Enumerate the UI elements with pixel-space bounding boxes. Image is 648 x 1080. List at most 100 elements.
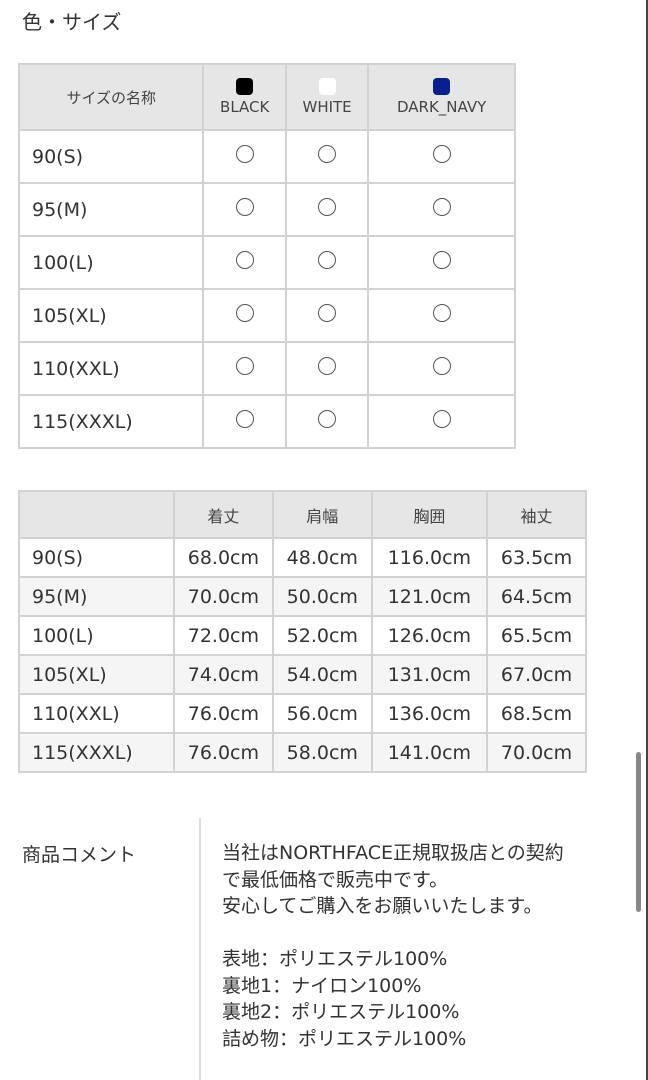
size-cell: 105(XL) [18, 654, 175, 695]
size-cell: 100(L) [17, 235, 205, 290]
measurement-cell: 67.0cm [486, 654, 587, 695]
color-header: DARK_NAVY [367, 63, 516, 131]
size-cell: 95(M) [17, 182, 205, 237]
size-cell: 110(XXL) [17, 341, 205, 396]
table-row: 110(XXL) [17, 341, 516, 396]
availability-cell [367, 182, 516, 237]
column-header: 袖丈 [486, 490, 587, 539]
available-circle-icon [318, 198, 337, 216]
measurement-cell: 131.0cm [370, 654, 489, 695]
availability-cell [284, 394, 370, 449]
measurement-cell: 74.0cm [172, 654, 274, 695]
available-circle-icon [235, 410, 254, 428]
measurement-cell: 70.0cm [486, 732, 587, 773]
availability-cell [202, 235, 287, 290]
comment-line: 裏地1：ナイロン100% [222, 974, 422, 997]
section-title: 色・サイズ [22, 10, 122, 34]
availability-cell [284, 288, 370, 343]
availability-cell [284, 235, 370, 290]
comment-line: 安心してご購入をお願いいたします。 [222, 895, 543, 917]
availability-cell [367, 235, 516, 290]
available-circle-icon [235, 251, 254, 269]
availability-cell [367, 129, 516, 184]
comment-line: 詰め物：ポリエステル100% [222, 1027, 467, 1050]
available-circle-icon [432, 410, 451, 428]
available-circle-icon [432, 198, 451, 216]
measurement-cell: 76.0cm [172, 732, 274, 773]
table-row: 115(XXXL) [17, 394, 516, 449]
column-header: 着丈 [172, 490, 274, 539]
measurement-cell: 54.0cm [271, 654, 373, 695]
comment-text: 当社はNORTHFACE正規取扱店との契約 で最低価格で販売中です。 安心してご購入… [222, 840, 564, 1052]
color-name: WHITE [302, 98, 352, 116]
table-row: 95(M) 70.0cm 50.0cm 121.0cm 64.5cm [18, 576, 587, 617]
table-row: 105(XL) [17, 288, 516, 343]
available-circle-icon [432, 145, 451, 163]
table-row: 110(XXL) 76.0cm 56.0cm 136.0cm 68.5cm [18, 693, 587, 734]
available-circle-icon [318, 410, 337, 428]
color-name: DARK_NAVY [396, 98, 487, 116]
comment-line: 裏地2：ポリエステル100% [222, 1001, 460, 1023]
window-edge [646, 0, 648, 1080]
availability-cell [202, 182, 287, 237]
measurement-cell: 141.0cm [370, 732, 489, 773]
size-cell: 115(XXXL) [18, 732, 175, 773]
size-cell: 100(L) [18, 615, 175, 656]
measurement-cell: 58.0cm [271, 732, 373, 773]
measurement-cell: 64.5cm [486, 576, 587, 617]
availability-cell [202, 288, 287, 343]
size-cell: 90(S) [17, 129, 205, 184]
table-row: 100(L) 72.0cm 52.0cm 126.0cm 65.5cm [18, 615, 587, 656]
available-circle-icon [318, 145, 337, 163]
available-circle-icon [318, 251, 337, 269]
availability-cell [284, 129, 370, 184]
comment-line: で最低価格で販売中です。 [222, 868, 449, 891]
color-name: BLACK [220, 98, 270, 116]
available-circle-icon [235, 304, 254, 322]
availability-cell [367, 288, 516, 343]
availability-cell [202, 341, 287, 396]
measurement-cell: 68.0cm [172, 537, 274, 578]
table-row: 105(XL) 74.0cm 54.0cm 131.0cm 67.0cm [18, 654, 587, 695]
comment-line: 表地：ポリエステル100% [222, 948, 448, 970]
measurement-cell: 63.5cm [486, 537, 587, 578]
table-row: 90(S) 68.0cm 48.0cm 116.0cm 63.5cm [18, 537, 587, 578]
size-chart-table: 着丈 肩幅 胸囲 袖丈 90(S) 68.0cm 48.0cm 116.0cm 63.5cm 9… [18, 490, 587, 773]
comment-label: 商品コメント [22, 844, 137, 866]
color-header: BLACK [202, 63, 287, 131]
size-name-header: サイズの名称 [17, 63, 205, 131]
available-circle-icon [235, 198, 254, 216]
availability-cell [284, 341, 370, 396]
table-row: 100(L) [17, 235, 516, 290]
table-row: 115(XXXL) 76.0cm 58.0cm 141.0cm 70.0cm [18, 732, 587, 773]
size-cell: 90(S) [18, 537, 175, 578]
measurement-cell: 72.0cm [172, 615, 274, 656]
scrollbar[interactable] [636, 752, 641, 912]
column-header: 胸囲 [370, 490, 489, 539]
availability-cell [367, 394, 516, 449]
available-circle-icon [318, 304, 337, 322]
size-cell: 105(XL) [17, 288, 205, 343]
measurement-cell: 116.0cm [370, 537, 489, 578]
divider [199, 818, 201, 1080]
measurement-cell: 48.0cm [271, 537, 373, 578]
availability-cell [202, 394, 287, 449]
measurement-cell: 52.0cm [271, 615, 373, 656]
availability-cell [367, 341, 516, 396]
measurement-cell: 136.0cm [370, 693, 489, 734]
measurement-cell: 68.5cm [486, 693, 587, 734]
color-swatch [433, 78, 451, 95]
comment-line [222, 920, 564, 947]
measurement-cell: 126.0cm [370, 615, 489, 656]
availability-cell [284, 182, 370, 237]
color-swatch [318, 78, 336, 95]
measurement-cell: 76.0cm [172, 693, 274, 734]
measurement-cell: 56.0cm [271, 693, 373, 734]
measurement-cell: 121.0cm [370, 576, 489, 617]
table-row: 90(S) [17, 129, 516, 184]
color-size-table: サイズの名称 BLACK WHITE DARK_NAVY 90(S) 95(M) 100(… [17, 63, 516, 449]
measurement-cell: 65.5cm [486, 615, 587, 656]
column-header: 肩幅 [271, 490, 373, 539]
measurement-cell: 50.0cm [271, 576, 373, 617]
available-circle-icon [235, 357, 254, 375]
